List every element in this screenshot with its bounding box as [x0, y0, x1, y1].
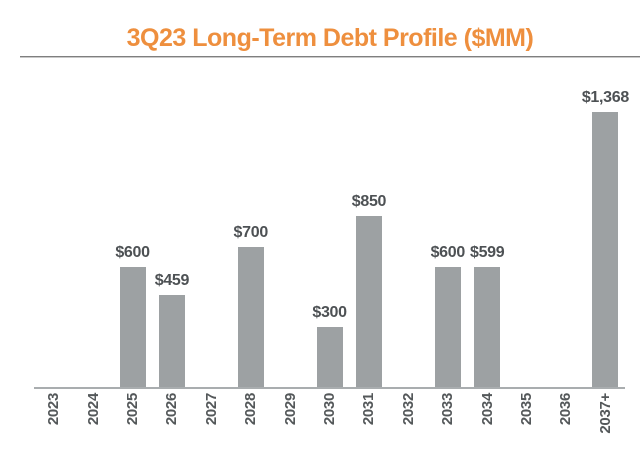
x-tick-cell: 2031 [349, 393, 388, 451]
x-tick-cell: 2028 [231, 393, 270, 451]
bar [158, 294, 185, 387]
bar-column: $300 [310, 304, 349, 387]
x-tick-label: 2034 [478, 393, 496, 426]
bar-column: $850 [349, 193, 388, 387]
bar [119, 266, 146, 387]
bar-value-label: $600 [430, 243, 466, 261]
bar [434, 266, 461, 387]
x-tick-label: 2037+ [596, 393, 614, 434]
bar-column: $1,368 [582, 89, 629, 387]
bar [592, 112, 619, 387]
x-tick-cell: 2026 [152, 393, 191, 451]
plot-area: $600 $459 $700 $300 $850 $600 $599 $1,368 [34, 89, 629, 389]
x-tick-cell: 2034 [467, 393, 506, 451]
bar-value-label: $700 [233, 223, 269, 241]
x-tick-label: 2026 [163, 393, 181, 426]
x-tick-label: 2036 [557, 393, 575, 426]
x-tick-cell: 2029 [270, 393, 309, 451]
x-tick-cell: 2025 [113, 393, 152, 451]
x-tick-label: 2027 [202, 393, 220, 426]
x-tick-label: 2030 [321, 393, 339, 426]
bar-chart: $600 $459 $700 $300 $850 $600 $599 $1,368 2023 2… [34, 89, 629, 451]
x-tick-label: 2035 [518, 393, 536, 426]
bar-value-label: $599 [469, 243, 505, 261]
bar [316, 326, 343, 387]
x-tick-cell: 2035 [507, 393, 546, 451]
bar [355, 216, 382, 387]
x-tick-cell: 2037+ [586, 393, 625, 451]
bar-column: $700 [231, 223, 270, 387]
bar-column: $599 [467, 244, 506, 387]
x-tick-cell: 2032 [389, 393, 428, 451]
bar-value-label: $300 [312, 303, 347, 321]
bar-value-label: $459 [154, 271, 190, 289]
bar [474, 266, 501, 387]
x-tick-label: 2023 [45, 393, 63, 426]
bar-column: $600 [428, 244, 467, 387]
x-tick-cell: 2030 [310, 393, 349, 451]
bar-value-label: $1,368 [581, 89, 629, 107]
title-divider [20, 56, 640, 58]
chart-title: 3Q23 Long-Term Debt Profile ($MM) [126, 24, 534, 52]
x-tick-label: 2024 [84, 393, 102, 426]
bar-value-label: $600 [115, 243, 150, 261]
bar-column: $459 [152, 272, 191, 387]
x-tick-label: 2033 [439, 393, 457, 426]
x-tick-cell: 2023 [34, 393, 73, 451]
x-tick-cell: 2027 [192, 393, 231, 451]
x-tick-cell: 2036 [546, 393, 585, 451]
x-tick-cell: 2024 [73, 393, 112, 451]
x-tick-label: 2032 [399, 393, 417, 426]
x-tick-cell: 2033 [428, 393, 467, 451]
x-axis: 2023 2024 2025 2026 2027 2028 2029 2030 2031 2032… [34, 393, 625, 451]
bar [237, 246, 264, 387]
bar-value-label: $850 [351, 193, 387, 211]
x-tick-label: 2028 [242, 393, 260, 426]
x-tick-label: 2025 [124, 393, 142, 426]
x-tick-label: 2031 [360, 393, 378, 426]
bar-column: $600 [113, 244, 152, 387]
x-tick-label: 2029 [281, 393, 299, 426]
